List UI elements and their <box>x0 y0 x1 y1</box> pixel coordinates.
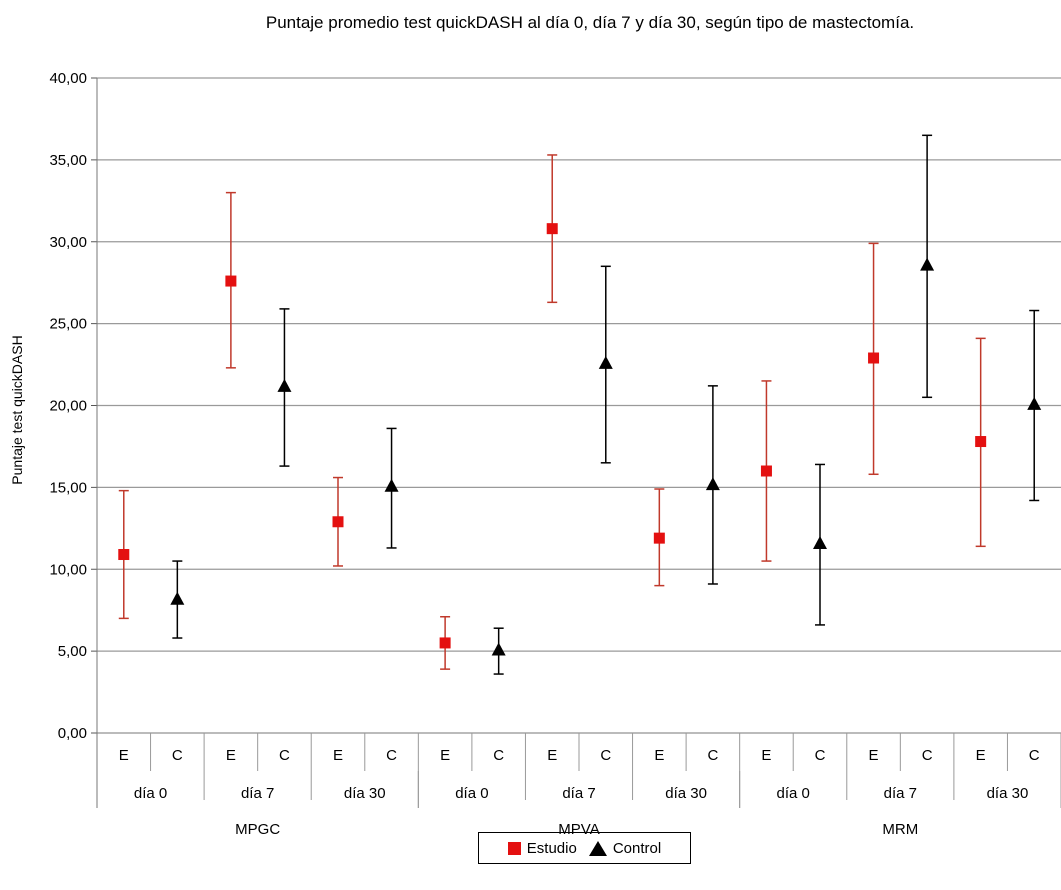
subcategory-label: E <box>226 747 236 764</box>
group-label: MPGC <box>235 821 280 838</box>
data-point-control <box>384 478 399 492</box>
subcategory-label: C <box>493 747 504 764</box>
day-label: día 30 <box>987 785 1029 802</box>
day-label: día 7 <box>241 785 274 802</box>
data-point-control <box>920 257 935 271</box>
legend-label-control: Control <box>612 839 662 857</box>
data-point-estudio <box>118 549 130 561</box>
subcategory-label: E <box>761 747 771 764</box>
chart-title: Puntaje promedio test quickDASH al día 0… <box>265 13 915 32</box>
subcategory-label: C <box>815 747 826 764</box>
subcategory-label: C <box>172 747 183 764</box>
day-label: día 30 <box>344 785 386 802</box>
chart-legend: Estudio Control <box>478 832 691 864</box>
subcategory-label: C <box>386 747 397 764</box>
subcategory-label: E <box>869 747 879 764</box>
subcategory-label: E <box>976 747 986 764</box>
subcategory-label: E <box>440 747 450 764</box>
day-label: día 7 <box>884 785 917 802</box>
data-point-control <box>705 477 720 491</box>
data-point-control <box>170 591 185 605</box>
data-point-control <box>1027 396 1042 410</box>
subcategory-label: C <box>279 747 290 764</box>
data-point-control <box>598 355 613 369</box>
legend-square-marker <box>507 841 521 855</box>
subcategory-label: C <box>707 747 718 764</box>
y-tick-label: 40,00 <box>49 70 87 87</box>
y-tick-label: 20,00 <box>49 398 87 415</box>
subcategory-label: E <box>333 747 343 764</box>
data-point-estudio <box>868 352 880 364</box>
y-tick-label: 30,00 <box>49 234 87 251</box>
data-point-estudio <box>332 516 344 528</box>
legend-triangle-marker <box>588 840 607 856</box>
y-tick-label: 0,00 <box>58 725 87 742</box>
day-label: día 0 <box>777 785 810 802</box>
group-label: MRM <box>882 821 918 838</box>
data-point-control <box>491 642 506 656</box>
y-tick-label: 10,00 <box>49 561 87 578</box>
data-point-estudio <box>546 223 558 235</box>
subcategory-label: E <box>119 747 129 764</box>
subcategory-label: C <box>922 747 933 764</box>
legend-label-estudio: Estudio <box>526 839 577 857</box>
data-point-estudio <box>975 436 987 448</box>
legend-item-control: Control <box>588 839 662 857</box>
data-point-estudio <box>653 532 665 544</box>
data-point-estudio <box>225 275 237 287</box>
data-point-control <box>277 378 292 392</box>
y-tick-label: 15,00 <box>49 479 87 496</box>
data-point-estudio <box>760 465 772 477</box>
subcategory-label: C <box>1029 747 1040 764</box>
subcategory-label: C <box>600 747 611 764</box>
subcategory-label: E <box>654 747 664 764</box>
day-label: día 7 <box>562 785 595 802</box>
group-label: MPVA <box>558 821 599 838</box>
subcategory-label: E <box>547 747 557 764</box>
day-label: día 0 <box>134 785 167 802</box>
legend-item-estudio: Estudio <box>507 839 577 857</box>
y-tick-label: 5,00 <box>58 643 87 660</box>
day-label: día 0 <box>455 785 488 802</box>
y-tick-label: 35,00 <box>49 152 87 169</box>
data-point-estudio <box>439 637 451 649</box>
day-label: día 30 <box>665 785 707 802</box>
data-point-control <box>813 536 827 550</box>
y-tick-label: 25,00 <box>49 316 87 333</box>
